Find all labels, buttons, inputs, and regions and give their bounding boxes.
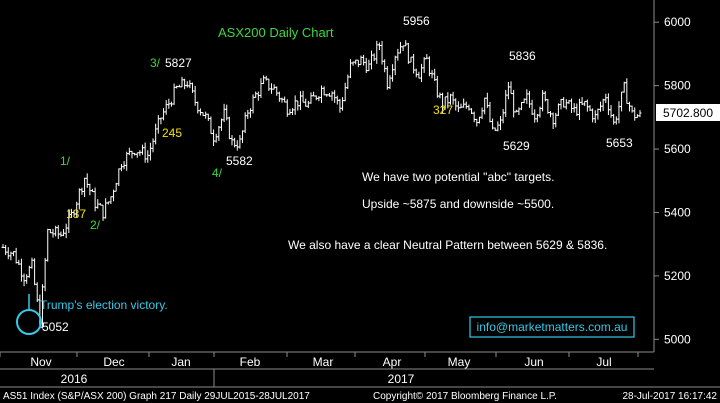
low-5653-label: 5653 (606, 136, 633, 150)
x-month-label: Nov (30, 355, 51, 369)
x-month-label: Mar (313, 355, 334, 369)
plot-area (0, 0, 654, 352)
pullback-137-label: 137 (66, 207, 86, 221)
price-bar (638, 110, 642, 118)
price-bars (1, 40, 642, 329)
x-month-label: Feb (240, 355, 261, 369)
pullback-327-label: 327 (433, 103, 453, 117)
low-5629-label: 5629 (503, 139, 530, 153)
x-month-label: Jul (596, 355, 611, 369)
x-month-label: Jan (171, 355, 190, 369)
low-5582-label: 5582 (226, 154, 253, 168)
y-tick-label: 6000 (664, 15, 691, 29)
x-axis: Nov Dec Jan Feb Mar Apr May Jun Jul 2016 2017 (0, 352, 639, 387)
footer-left: AS51 Index (S&P/ASX 200) Graph 217 Daily… (3, 391, 310, 402)
y-tick-label: 5600 (664, 142, 691, 156)
peak-5836-label: 5836 (509, 49, 536, 63)
y-tick-label: 5200 (664, 269, 691, 283)
y-axis: 5000 5200 5400 5600 5800 6000 (654, 15, 691, 346)
wave-4-label: 4/ (212, 166, 223, 180)
wave-2-label: 2/ (90, 218, 101, 232)
last-price-value: 5702.800 (663, 106, 713, 120)
footer-timestamp: 28-Jul-2017 16:17:42 (622, 391, 717, 402)
y-tick-label: 5400 (664, 205, 691, 219)
note-upside-downside: Upside ~5875 and downside ~5500. (362, 197, 554, 211)
x-year-label: 2017 (388, 372, 415, 386)
email-text: info@marketmatters.com.au (477, 320, 628, 334)
x-month-label: Apr (383, 355, 402, 369)
note-neutral-pattern: We also have a clear Neutral Pattern bet… (288, 238, 607, 252)
footer-copyright: Copyright© 2017 Bloomberg Finance L.P. (373, 391, 557, 402)
peak-5827-label: 5827 (165, 56, 192, 70)
wave-3-label: 3/ (150, 56, 161, 70)
pullback-245-label: 245 (162, 126, 182, 140)
x-month-label: Jun (524, 355, 543, 369)
peak-5956-label: 5956 (403, 14, 430, 28)
y-tick-label: 5800 (664, 79, 691, 93)
email-box (469, 316, 635, 338)
wave-1-label: 1/ (60, 154, 71, 168)
last-price-box (656, 104, 720, 121)
x-month-label: Dec (103, 355, 124, 369)
note-abc-targets: We have two potential "abc" targets. (362, 170, 554, 184)
election-label: Trump's election victory. (40, 298, 168, 312)
y-tick-label: 5000 (664, 332, 691, 346)
x-year-label: 2016 (61, 372, 88, 386)
chart-title: ASX200 Daily Chart (218, 25, 334, 40)
low-5052-label: 5052 (42, 320, 69, 334)
x-month-label: May (448, 355, 471, 369)
